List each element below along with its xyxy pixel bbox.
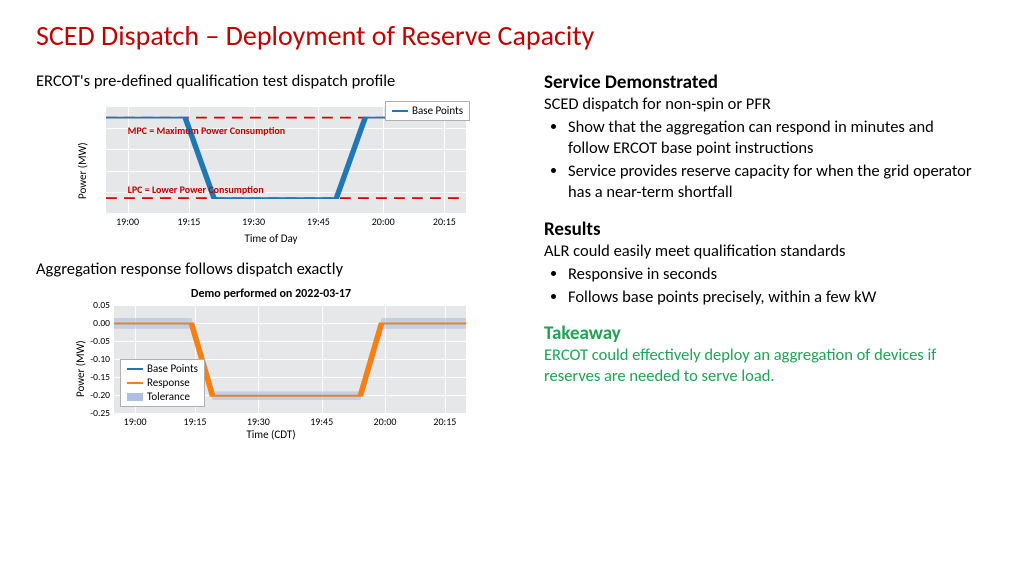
chart1-ylabel: Power (MW) — [76, 142, 89, 199]
chart-aggregation-response: Demo performed on 2022-03-17 Base Points… — [66, 287, 476, 441]
chart2-title: Demo performed on 2022-03-17 — [66, 287, 476, 301]
chart2-plot: Base Points Response Tolerance 0.05 0.00… — [114, 305, 466, 413]
slide-title: SCED Dispatch – Deployment of Reserve Ca… — [0, 0, 1024, 53]
lpc-annotation: LPC = Lower Power Consumption — [128, 183, 264, 196]
chart1-xlabel: Time of Day — [66, 232, 476, 245]
heading-service-demonstrated: Service Demonstrated — [544, 71, 976, 94]
chart1-legend: Base Points — [385, 101, 470, 121]
chart-dispatch-profile: MPC = Maximum Power Consumption LPC = Lo… — [66, 99, 476, 247]
chart2-subtitle: Aggregation response follows dispatch ex… — [36, 259, 516, 279]
chart2-xlabel: Time (CDT) — [66, 428, 476, 441]
heading-results: Results — [544, 218, 976, 241]
bullet-results-2: Follows base points precisely, within a … — [568, 287, 976, 308]
text-takeaway: ERCOT could effectively deploy an aggreg… — [544, 345, 976, 387]
chart1-subtitle: ERCOT's pre-defined qualification test d… — [36, 71, 516, 91]
text-results-subtitle: ALR could easily meet qualification stan… — [544, 241, 976, 262]
bullet-service-1: Show that the aggregation can respond in… — [568, 117, 976, 159]
text-service-subtitle: SCED dispatch for non-spin or PFR — [544, 94, 976, 115]
bullet-service-2: Service provides reserve capacity for wh… — [568, 161, 976, 203]
bullet-results-1: Responsive in seconds — [568, 264, 976, 285]
heading-takeaway: Takeaway — [544, 322, 976, 345]
chart2-ylabel: Power (MW) — [74, 340, 87, 397]
mpc-annotation: MPC = Maximum Power Consumption — [128, 124, 286, 137]
chart1-plot: MPC = Maximum Power Consumption LPC = Lo… — [106, 107, 466, 213]
chart2-legend: Base Points Response Tolerance — [120, 359, 205, 407]
